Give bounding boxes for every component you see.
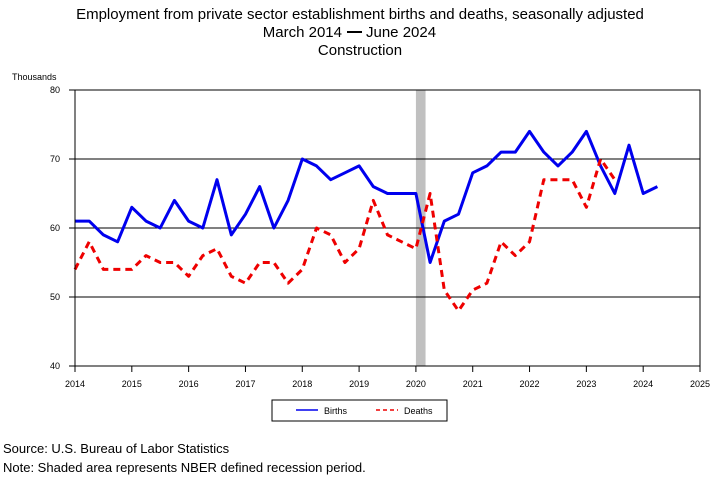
gridlines [75,158,700,298]
source-note: Source: U.S. Bureau of Labor Statistics [3,441,230,456]
legend: Births Deaths [271,399,448,422]
y-tick-label: 50 [50,292,60,302]
x-tick-label: 2018 [292,379,312,389]
chart-subtitle: March 2014 June 2024 [263,24,436,41]
x-tick-label: 2024 [633,379,653,389]
x-tick-label: 2015 [122,379,142,389]
legend-box [271,399,448,422]
legend-births-label: Births [324,406,348,416]
x-tick-label: 2025 [690,379,710,389]
x-tick-label: 2023 [576,379,596,389]
x-tick-label: 2014 [65,379,85,389]
x-tick-label: 2016 [179,379,199,389]
x-tick-label: 2020 [406,379,426,389]
subtitle-start: March 2014 [263,24,342,41]
series-line-deaths [73,157,617,313]
series-lines [73,129,659,313]
x-tick-label: 2021 [463,379,483,389]
x-tick-label: 2019 [349,379,369,389]
chart-title: Employment from private sector establish… [76,6,644,23]
y-axis-label: Thousands [12,72,57,82]
series-line-births [75,129,659,264]
recession-note: Note: Shaded area represents NBER define… [3,460,366,475]
y-axis-ticks: 40 50 60 70 80 [50,85,75,371]
y-tick-label: 70 [50,154,60,164]
y-tick-label: 40 [50,361,60,371]
x-tick-label: 2017 [235,379,255,389]
x-tick-label: 2022 [520,379,540,389]
x-axis-ticks: 2014 2015 2016 2017 2018 2019 2020 2021 2022 2023… [65,366,710,389]
subtitle-end: June 2024 [366,24,436,41]
y-tick-label: 60 [50,223,60,233]
chart-industry: Construction [318,42,402,59]
legend-deaths-label: Deaths [404,406,433,416]
y-tick-label: 80 [50,85,60,95]
